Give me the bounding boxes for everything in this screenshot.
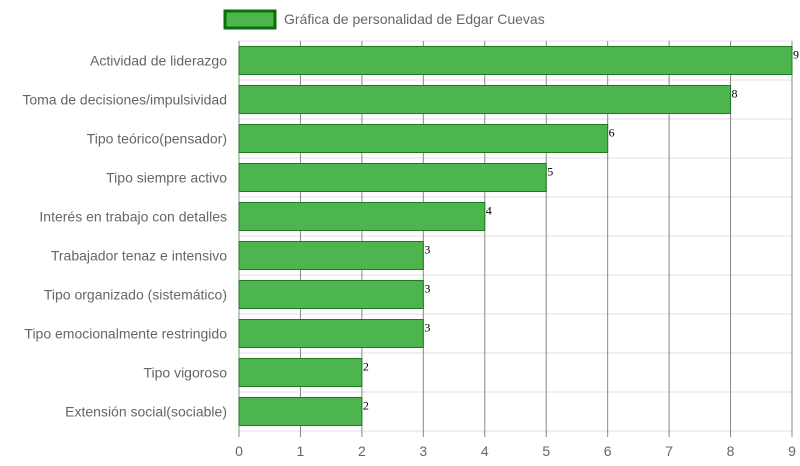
bar[interactable] [238, 280, 424, 309]
category-label: Tipo siempre activo [106, 170, 227, 186]
bar[interactable] [238, 358, 363, 387]
x-tick-label: 8 [727, 443, 735, 459]
category-label: Tipo emocionalmente restringido [24, 326, 227, 342]
bar[interactable] [238, 319, 424, 348]
data-label: 5 [547, 165, 553, 179]
bar[interactable] [238, 202, 486, 231]
bar[interactable] [238, 397, 363, 426]
x-tick-label: 2 [358, 443, 366, 459]
bar[interactable] [238, 124, 609, 153]
x-tick-label: 7 [665, 443, 673, 459]
data-label: 3 [424, 282, 430, 296]
bar[interactable] [238, 163, 547, 192]
x-tick-label: 4 [481, 443, 489, 459]
data-label: 2 [363, 360, 369, 374]
x-tick-label: 9 [788, 443, 796, 459]
legend-label[interactable]: Gráfica de personalidad de Edgar Cuevas [284, 11, 545, 27]
data-label: 3 [424, 243, 430, 257]
data-label: 4 [486, 204, 492, 218]
data-label: 6 [609, 126, 615, 140]
data-label: 3 [424, 321, 430, 335]
category-label: Tipo organizado (sistemático) [44, 287, 227, 303]
legend-swatch[interactable] [223, 9, 277, 30]
category-label: Toma de decisiones/impulsividad [22, 92, 227, 108]
x-tick-label: 0 [235, 443, 243, 459]
category-label: Actividad de liderazgo [90, 53, 227, 69]
x-tick-label: 3 [419, 443, 427, 459]
category-label: Tipo vigoroso [143, 365, 227, 381]
category-label: Tipo teórico(pensador) [87, 131, 227, 147]
category-labels: Actividad de liderazgo Toma de decisiones… [22, 53, 227, 420]
value-labels: 9 8 6 5 4 3 3 3 2 2 [363, 48, 799, 413]
bars [238, 46, 793, 426]
legend[interactable]: Gráfica de personalidad de Edgar Cuevas [223, 9, 545, 30]
bar[interactable] [238, 85, 732, 114]
bar[interactable] [238, 241, 424, 270]
x-tick-label: 6 [604, 443, 612, 459]
data-label: 9 [793, 48, 799, 62]
category-label: Interés en trabajo con detalles [39, 209, 227, 225]
data-label: 8 [732, 87, 738, 101]
x-axis-ticks: 0 1 2 3 4 5 6 7 8 9 [235, 443, 796, 459]
data-label: 2 [363, 399, 369, 413]
x-tick-label: 1 [297, 443, 305, 459]
category-label: Trabajador tenaz e intensivo [51, 248, 227, 264]
x-tick-label: 5 [542, 443, 550, 459]
bar[interactable] [238, 46, 793, 75]
category-label: Extensión social(sociable) [65, 404, 227, 420]
